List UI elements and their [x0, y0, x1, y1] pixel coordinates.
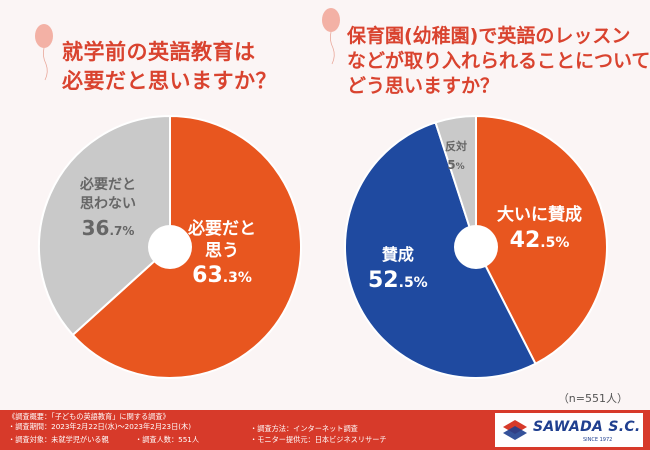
- logo-tagline: SINCE 1972: [583, 437, 613, 443]
- slice-agree: [344, 121, 537, 379]
- footer-survey-method: ・調査方法：インターネット調査: [250, 424, 358, 433]
- pie-chart-lesson-opinion: [344, 114, 608, 379]
- slice-label-strongly-agree: 大いに賛成 42.5%: [497, 204, 582, 254]
- pie-chart-english-necessity: [38, 114, 302, 379]
- slice-value: 63.3%: [188, 265, 256, 289]
- chart-title-left: 就学前の英語教育は 必要だと思いますか？: [62, 38, 277, 96]
- footer-survey-count: ・調査人数：551人: [135, 435, 200, 444]
- slice-value: 52.5%: [368, 270, 428, 294]
- slice-label-line: 必要だと: [80, 177, 136, 193]
- slice-value: 36.7%: [80, 216, 136, 241]
- slice-value-sub: .3%: [222, 270, 252, 286]
- footer-survey-title: 《調査概要：「子どもの英語教育」に関する調査》: [8, 412, 170, 421]
- title-line: 保育園(幼稚園)で英語のレッスン: [347, 25, 631, 47]
- slice-value-sub: %: [455, 162, 465, 172]
- slice-value-main: 5: [447, 158, 456, 172]
- slice-label-line: 思う: [205, 241, 239, 261]
- slice-strongly-agree: [475, 114, 608, 366]
- slice-label-oppose: 反対 5%: [445, 139, 467, 175]
- slice-value-main: 52: [368, 268, 399, 293]
- slice-value-sub: .5%: [540, 235, 570, 251]
- donut-hole: [148, 225, 192, 269]
- donut-hole: [454, 225, 498, 269]
- slice-value: 42.5%: [497, 230, 582, 254]
- slice-label-line: 反対: [445, 140, 467, 153]
- slice-oppose: [434, 114, 477, 248]
- slice-label-need: 必要だと 思う 63.3%: [188, 218, 256, 289]
- slice-label-no-need: 必要だと 思わない 36.7%: [80, 176, 136, 241]
- footer-survey-target: ・調査対象：未就学児がいる親: [8, 435, 109, 444]
- footer-survey-provider: ・モニター提供元：日本ビジネスリサーチ: [250, 435, 387, 444]
- footer-bar: 《調査概要：「子どもの英語教育」に関する調査》 ・調査期間：2023年2月22日…: [0, 410, 650, 450]
- slice-label-agree: 賛成 52.5%: [368, 244, 428, 294]
- slice-value-main: 63: [192, 263, 223, 288]
- slice-label-line: 大いに賛成: [497, 205, 582, 225]
- slice-value-main: 42: [509, 228, 541, 253]
- title-line: 必要だと思いますか？: [62, 69, 277, 93]
- slice-label-line: 必要だと: [188, 219, 256, 239]
- slice-label-line: 賛成: [381, 245, 414, 264]
- balloon-icon-left: [35, 24, 53, 81]
- slice-no-need: [38, 114, 171, 337]
- title-line: 就学前の英語教育は: [62, 40, 256, 64]
- slice-value: 5%: [445, 158, 467, 175]
- charts-canvas: [35, 8, 608, 379]
- sample-size-note: （n=551人）: [557, 392, 628, 405]
- title-line: などが取り入れられることについて: [347, 50, 650, 72]
- slice-label-line: 思わない: [80, 196, 136, 212]
- chart-title-right: 保育園(幼稚園)で英語のレッスン などが取り入れられることについて どう思います…: [347, 24, 650, 99]
- slice-value-main: 36: [81, 216, 110, 240]
- title-line: どう思いますか？: [347, 75, 500, 97]
- company-logo: SAWADA S.C. SINCE 1972: [495, 413, 643, 447]
- slice-value-sub: .7%: [109, 224, 135, 238]
- logo-mark-icon: [503, 420, 527, 440]
- logo-text: SAWADA S.C.: [533, 419, 641, 435]
- balloon-icon-right: [322, 8, 340, 65]
- slice-value-sub: .5%: [398, 275, 428, 291]
- footer-survey-period: ・調査期間：2023年2月22日(水)～2023年2月23日(木): [8, 422, 192, 431]
